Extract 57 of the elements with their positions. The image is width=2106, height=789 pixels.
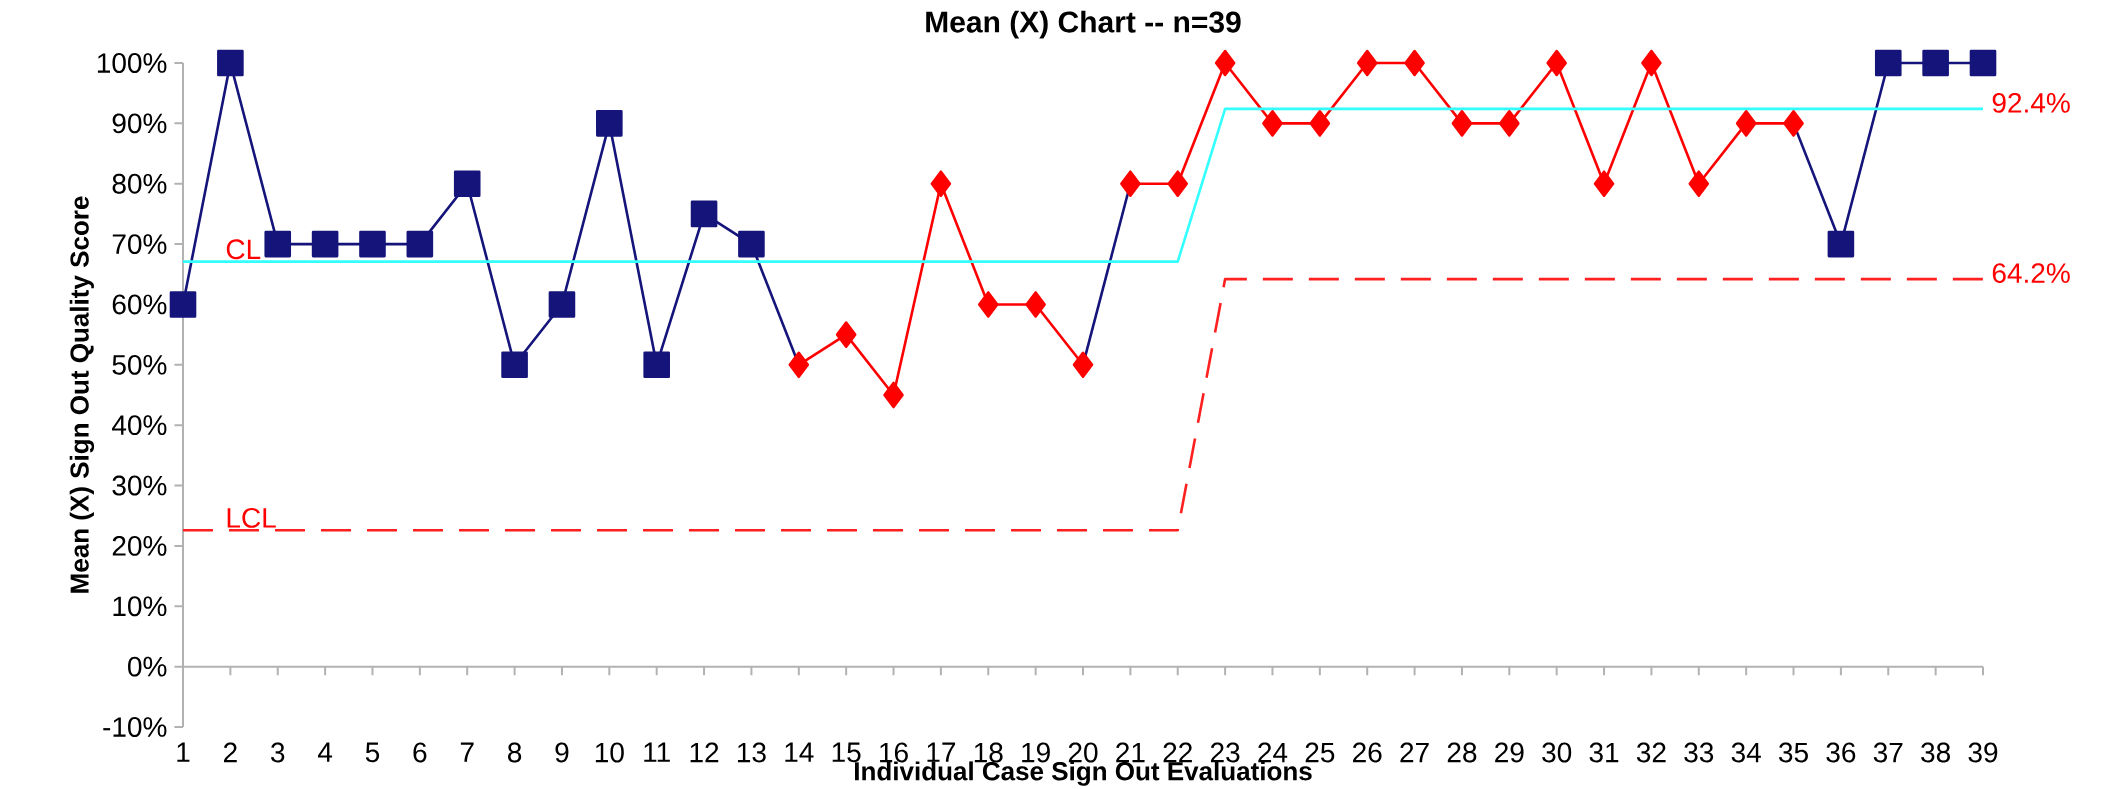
y-tick-label: 20%	[112, 535, 167, 556]
y-tick-label: 80%	[112, 173, 167, 194]
x-tick-label: 20	[1068, 742, 1098, 763]
y-tick-label: 70%	[112, 234, 167, 255]
x-tick-label: 28	[1447, 742, 1477, 763]
chart-title: Mean (X) Chart -- n=39	[926, 10, 1241, 39]
y-axis-title: Mean (X) Sign Out Quality Score	[69, 196, 95, 593]
annotation: 64.2%	[1992, 263, 2070, 284]
series-label: CL	[226, 239, 261, 260]
x-tick-label: 27	[1400, 742, 1429, 763]
x-tick-label: 30	[1542, 742, 1572, 763]
x-tick-label: 9	[555, 742, 569, 763]
x-tick-label: 22	[1163, 742, 1192, 763]
annotation: 92.4%	[1992, 92, 2070, 113]
y-tick-label: -10%	[103, 717, 167, 737]
x-tick-label: 26	[1353, 742, 1382, 763]
x-tick-label: 17	[927, 742, 956, 762]
y-tick-label: 60%	[112, 294, 167, 315]
x-tick-label: 36	[1826, 742, 1856, 763]
x-tick-label: 4	[317, 742, 333, 762]
x-tick-label: 32	[1636, 742, 1666, 763]
x-tick-label: 39	[1968, 742, 1998, 763]
x-tick-label: 6	[413, 742, 427, 763]
x-tick-label: 2	[224, 742, 237, 763]
x-tick-label: 11	[644, 742, 670, 762]
x-tick-label: 34	[1731, 742, 1761, 763]
x-tick-label: 1	[177, 742, 190, 762]
y-tick-label: 30%	[112, 475, 167, 496]
x-tick-label: 13	[737, 742, 766, 763]
x-tick-label: 15	[832, 742, 861, 763]
x-tick-label: 24	[1258, 742, 1288, 763]
x-tick-label: 33	[1684, 742, 1714, 763]
x-tick-label: 38	[1921, 742, 1950, 763]
x-tick-label: 10	[595, 742, 624, 763]
x-tick-label: 7	[460, 742, 474, 762]
x-tick-label: 16	[880, 742, 908, 763]
y-tick-label: 40%	[111, 415, 167, 436]
x-tick-label: 23	[1210, 742, 1240, 763]
x-tick-label: 18	[974, 742, 1003, 763]
x-tick-label: 3	[271, 742, 285, 763]
x-tick-label: 8	[508, 742, 522, 763]
x-tick-label: 25	[1305, 742, 1335, 763]
x-tick-label: 14	[785, 742, 814, 762]
y-tick-label: 90%	[112, 113, 167, 134]
x-tick-label: 5	[365, 742, 380, 763]
series-label: LCL	[227, 507, 276, 528]
x-tick-label: 29	[1495, 742, 1524, 763]
x-tick-label: 35	[1779, 742, 1808, 763]
x-tick-label: 12	[690, 742, 719, 763]
x-tick-label: 37	[1873, 742, 1903, 763]
y-tick-label: 0%	[128, 656, 167, 677]
y-tick-label: 10%	[113, 596, 167, 617]
y-tick-label: 100%	[97, 53, 167, 73]
x-tick-label: 19	[1022, 742, 1050, 763]
x-tick-label: 31	[1589, 742, 1619, 763]
y-tick-label: 50%	[112, 354, 167, 375]
x-tick-label: 21	[1116, 742, 1145, 763]
